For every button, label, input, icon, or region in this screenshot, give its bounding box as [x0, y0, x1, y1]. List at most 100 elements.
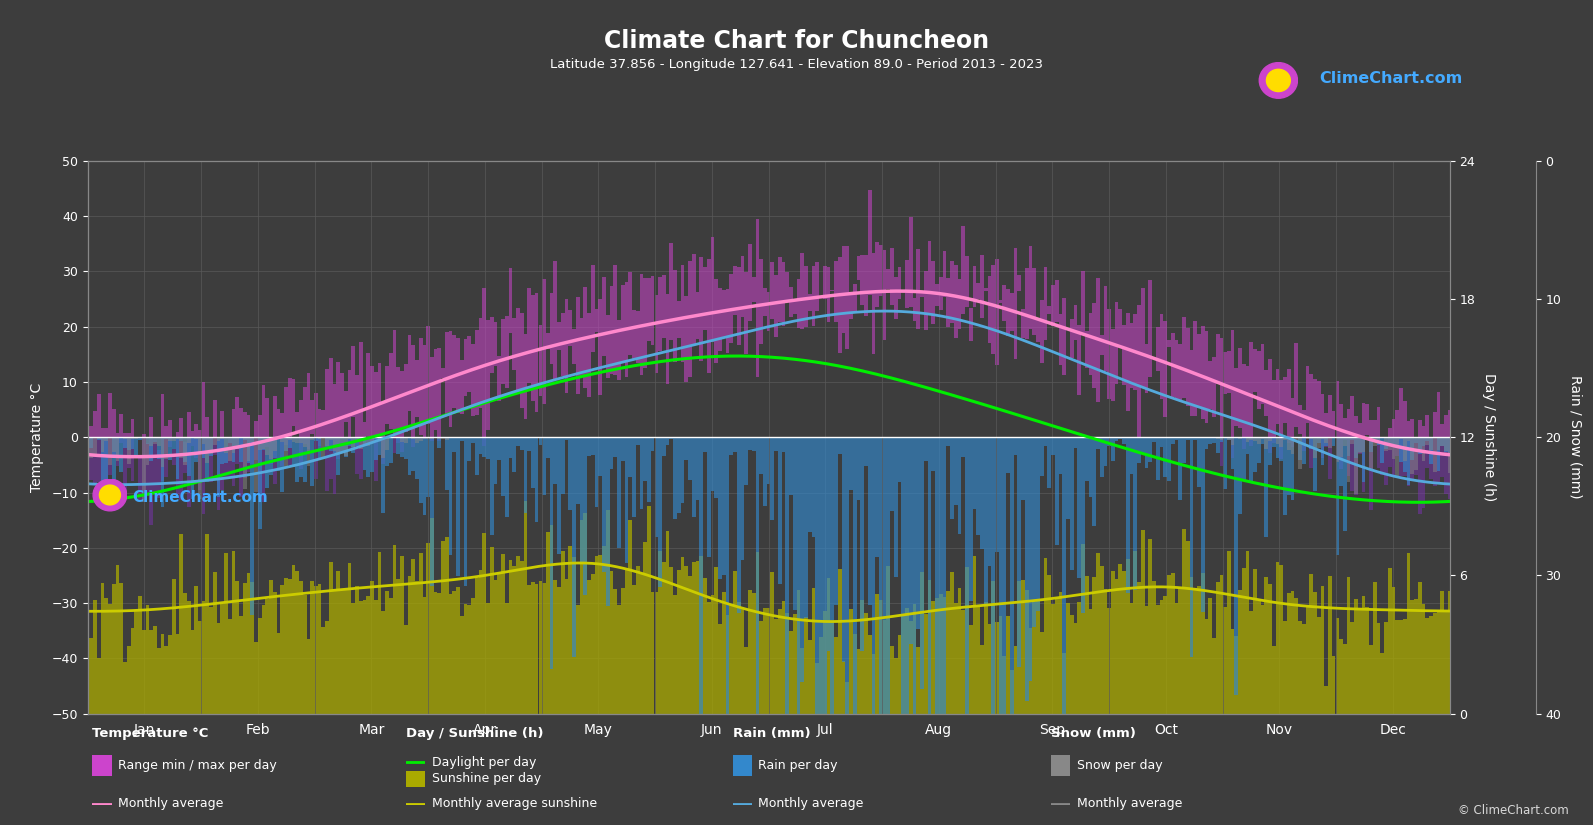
Bar [1137, 305, 1141, 437]
Bar [416, 581, 419, 714]
Bar [317, 437, 322, 460]
Bar [827, 267, 830, 322]
Bar [1301, 437, 1306, 438]
Bar [879, 437, 883, 714]
Bar [438, 437, 441, 448]
Bar [1426, 415, 1429, 437]
Bar [1099, 437, 1104, 478]
Bar [782, 601, 785, 714]
Bar [1220, 437, 1223, 441]
Bar [927, 580, 932, 714]
Bar [991, 582, 996, 714]
Bar [1332, 437, 1335, 446]
Bar [1152, 582, 1157, 714]
Bar [513, 437, 516, 472]
Bar [1306, 365, 1309, 423]
Bar [1351, 437, 1354, 491]
Bar [988, 276, 991, 343]
Bar [1265, 437, 1268, 449]
Bar [1407, 437, 1410, 441]
Bar [416, 360, 419, 417]
Bar [1343, 437, 1346, 531]
Bar [100, 428, 105, 437]
Bar [1410, 600, 1415, 714]
Bar [583, 287, 588, 389]
Bar [161, 394, 164, 437]
Bar [846, 682, 849, 714]
Bar [1421, 437, 1426, 446]
Bar [1329, 395, 1332, 437]
Bar [186, 437, 191, 443]
Bar [1077, 437, 1082, 578]
Bar [1070, 319, 1074, 358]
Bar [1324, 437, 1329, 447]
Bar [292, 564, 295, 714]
Bar [977, 437, 980, 535]
Bar [1418, 437, 1421, 514]
Bar [883, 620, 886, 714]
Bar [588, 580, 591, 714]
Bar [1110, 329, 1115, 401]
Bar [1254, 437, 1257, 472]
Bar [330, 357, 333, 437]
Bar [242, 437, 247, 488]
Bar [628, 521, 632, 714]
Bar [258, 415, 261, 437]
Bar [303, 387, 306, 437]
Bar [355, 437, 358, 446]
Bar [830, 290, 835, 291]
Bar [317, 409, 322, 437]
Bar [89, 437, 94, 448]
Bar [295, 571, 299, 714]
Bar [441, 368, 444, 379]
Bar [288, 437, 292, 448]
Bar [530, 437, 535, 488]
Bar [242, 437, 247, 440]
Bar [1354, 600, 1357, 714]
Bar [1309, 437, 1313, 439]
Bar [969, 308, 973, 341]
Bar [1279, 437, 1282, 459]
Bar [213, 437, 217, 455]
Bar [105, 598, 108, 714]
Bar [266, 437, 269, 455]
Bar [186, 437, 191, 507]
Bar [932, 262, 935, 324]
Bar [374, 437, 378, 438]
Bar [827, 437, 830, 651]
Bar [408, 437, 411, 474]
Bar [846, 247, 849, 349]
Bar [1246, 366, 1249, 437]
Bar [943, 437, 946, 714]
Bar [191, 437, 194, 499]
Bar [1157, 327, 1160, 371]
Bar [1018, 581, 1021, 714]
Bar [378, 363, 381, 437]
Bar [145, 605, 150, 714]
Bar [228, 619, 231, 714]
Bar [236, 437, 239, 449]
Bar [1193, 321, 1196, 417]
Bar [231, 437, 236, 454]
Bar [156, 437, 161, 460]
Bar [1395, 620, 1399, 714]
Bar [333, 384, 336, 437]
Bar [1324, 437, 1329, 443]
Bar [916, 437, 921, 629]
Bar [467, 437, 472, 461]
Bar [116, 565, 119, 714]
Bar [411, 437, 416, 440]
Bar [1429, 437, 1432, 450]
Bar [172, 449, 175, 464]
Bar [613, 437, 616, 457]
Bar [277, 633, 280, 714]
Bar [1276, 437, 1279, 444]
Bar [250, 437, 255, 464]
Bar [980, 255, 984, 318]
Bar [344, 437, 347, 456]
Bar [730, 437, 733, 455]
Bar [894, 437, 898, 577]
Bar [1149, 539, 1152, 714]
Bar [1443, 437, 1448, 451]
Bar [325, 437, 330, 491]
